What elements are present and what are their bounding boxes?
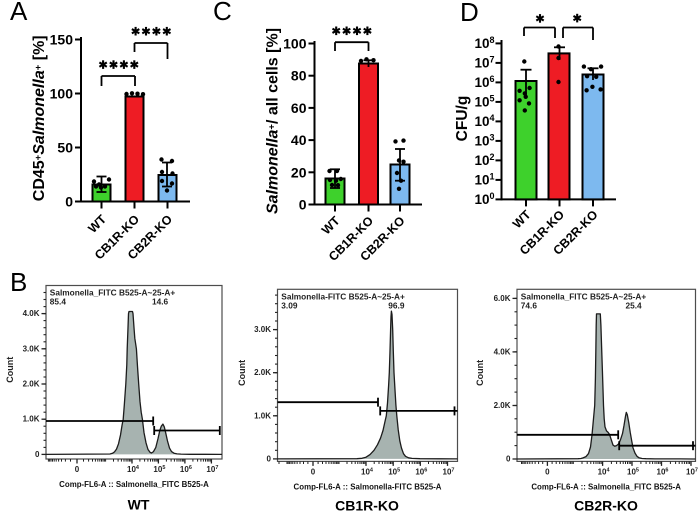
- svg-text:Salmonella+/ all cells [%]: Salmonella+/ all cells [%]: [265, 28, 282, 214]
- svg-text:D: D: [460, 0, 479, 27]
- svg-text:3.09: 3.09: [281, 301, 298, 311]
- svg-text:WT: WT: [128, 497, 150, 513]
- svg-text:CD45+Salmonella+ [%]: CD45+Salmonella+ [%]: [31, 35, 48, 201]
- svg-text:100: 100: [283, 36, 307, 52]
- svg-text:Salmonella-FITC B525-A~25-A+: Salmonella-FITC B525-A~25-A+: [281, 291, 405, 301]
- svg-text:2.0K: 2.0K: [254, 368, 271, 377]
- svg-text:40: 40: [291, 132, 307, 148]
- svg-text:Count: Count: [237, 360, 247, 386]
- svg-text:0: 0: [75, 465, 80, 474]
- svg-text:107: 107: [206, 465, 218, 474]
- svg-text:0: 0: [35, 450, 40, 459]
- svg-text:104: 104: [361, 467, 374, 476]
- svg-text:74.6: 74.6: [521, 301, 538, 311]
- svg-text:6.0K: 6.0K: [494, 294, 511, 303]
- svg-text:2.0K: 2.0K: [23, 380, 40, 389]
- svg-text:100: 100: [50, 86, 74, 102]
- svg-text:107: 107: [443, 467, 455, 476]
- svg-text:Count: Count: [5, 357, 15, 383]
- svg-text:80: 80: [291, 68, 307, 84]
- svg-text:2.0K: 2.0K: [494, 401, 511, 410]
- svg-text:Comp-FL6-A :: Salmonella-FITC: Comp-FL6-A :: Salmonella-FITC B525-A: [294, 482, 442, 491]
- svg-text:106: 106: [180, 465, 192, 474]
- svg-text:4.0K: 4.0K: [23, 309, 40, 318]
- svg-text:Salmonella_FITC B525-A~25-A+: Salmonella_FITC B525-A~25-A+: [521, 291, 647, 301]
- svg-text:CFU/g: CFU/g: [454, 96, 471, 142]
- svg-text:150: 150: [50, 32, 74, 48]
- svg-text:Salmonella_FITC B525-A~25-A+: Salmonella_FITC B525-A~25-A+: [50, 288, 176, 298]
- svg-text:105: 105: [388, 467, 400, 476]
- svg-text:105: 105: [627, 467, 639, 476]
- svg-text:A: A: [10, 0, 28, 26]
- svg-text:0: 0: [267, 454, 272, 463]
- svg-text:3.0K: 3.0K: [23, 344, 40, 353]
- svg-text:1.0K: 1.0K: [23, 415, 40, 424]
- svg-text:106: 106: [415, 467, 427, 476]
- svg-text:Count: Count: [475, 360, 485, 386]
- svg-text:Comp-FL6-A :: Salmonella_FITC: Comp-FL6-A :: Salmonella_FITC B525-A: [59, 480, 209, 489]
- svg-text:104: 104: [598, 467, 611, 476]
- svg-text:107: 107: [686, 467, 698, 476]
- svg-text:Comp-FL6-A :: Salmonella_FITC: Comp-FL6-A :: Salmonella_FITC B525-A: [531, 482, 681, 491]
- svg-text:4.0K: 4.0K: [494, 347, 511, 356]
- svg-text:0: 0: [506, 455, 511, 464]
- svg-text:25.4: 25.4: [626, 301, 643, 311]
- svg-text:20: 20: [291, 164, 307, 180]
- svg-text:1.0K: 1.0K: [254, 411, 271, 420]
- svg-text:3.0K: 3.0K: [254, 325, 271, 334]
- svg-text:0: 0: [299, 197, 307, 213]
- svg-text:0: 0: [65, 194, 73, 210]
- svg-text:106: 106: [657, 467, 669, 476]
- svg-text:CB1R-KO: CB1R-KO: [335, 497, 399, 513]
- svg-text:60: 60: [291, 100, 307, 116]
- svg-text:50: 50: [57, 140, 73, 156]
- svg-text:104: 104: [127, 465, 140, 474]
- svg-text:85.4: 85.4: [50, 297, 67, 307]
- svg-text:0: 0: [311, 467, 316, 476]
- svg-text:CB2R-KO: CB2R-KO: [574, 497, 638, 513]
- svg-text:B: B: [10, 267, 27, 297]
- svg-text:96.9: 96.9: [388, 301, 405, 311]
- svg-text:C: C: [213, 0, 232, 26]
- svg-text:105: 105: [153, 465, 165, 474]
- svg-text:14.6: 14.6: [152, 297, 169, 307]
- svg-text:0: 0: [545, 467, 550, 476]
